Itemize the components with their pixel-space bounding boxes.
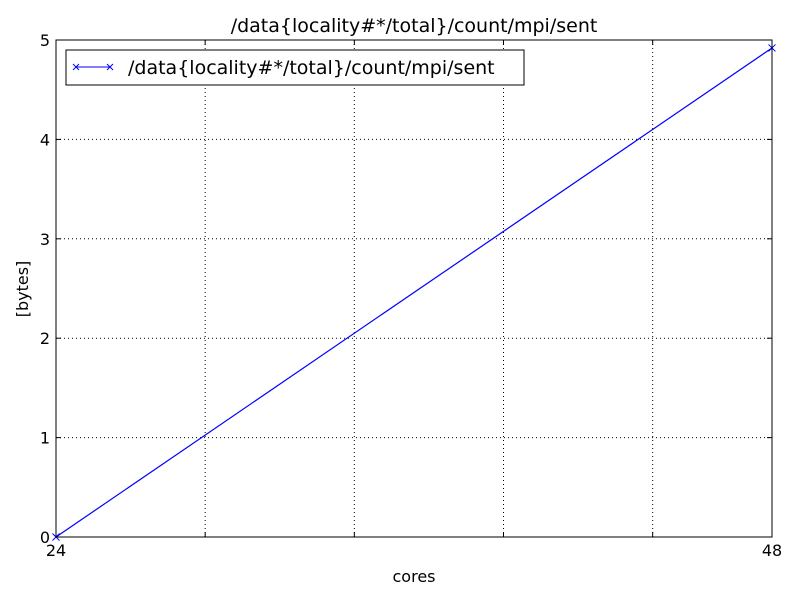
x-tick-label-1: 48 bbox=[762, 541, 782, 560]
chart-title: /data{locality#*/total}/count/mpi/sent bbox=[231, 15, 598, 37]
plot-frame bbox=[55, 39, 773, 538]
y-tick-label-0: 0 bbox=[40, 528, 50, 547]
y-tick-label-4: 4 bbox=[40, 130, 50, 149]
ticks: 24 48 0 1 2 3 4 5 bbox=[40, 31, 782, 560]
legend: /data{locality#*/total}/count/mpi/sent bbox=[65, 49, 525, 86]
x-tick-label-0: 24 bbox=[46, 541, 66, 560]
legend-entry-label: /data{locality#*/total}/count/mpi/sent bbox=[128, 57, 495, 79]
y-tick-label-2: 2 bbox=[40, 329, 50, 348]
series-line-0 bbox=[55, 47, 773, 538]
y-tick-label-3: 3 bbox=[40, 230, 50, 249]
legend-box bbox=[65, 49, 525, 86]
y-tick-label-1: 1 bbox=[40, 429, 50, 448]
x-axis-label: cores bbox=[393, 567, 436, 586]
y-axis-label: [bytes] bbox=[13, 261, 32, 318]
y-tick-label-5: 5 bbox=[40, 31, 50, 50]
legend-marker-left bbox=[72, 63, 80, 71]
legend-marker-right bbox=[106, 63, 114, 71]
